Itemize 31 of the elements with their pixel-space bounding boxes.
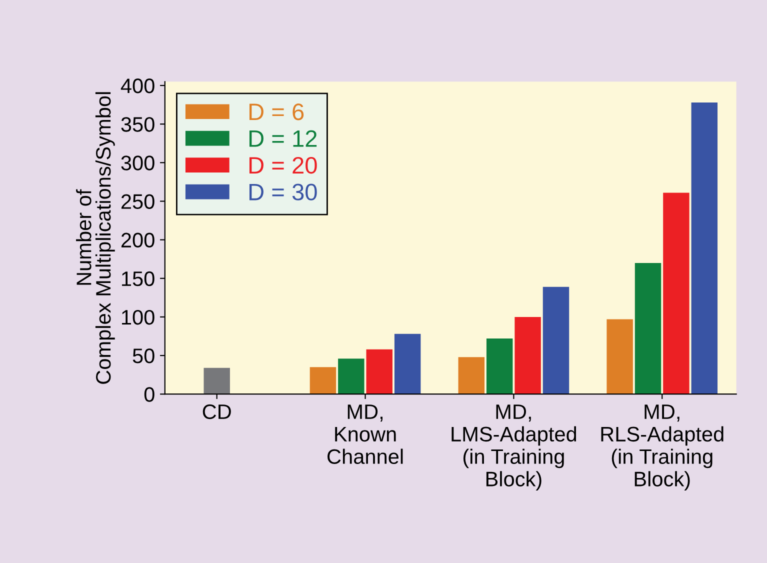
x-tick-label: MD, RLS-Adapted (in Training Block) bbox=[601, 404, 724, 491]
bar bbox=[663, 192, 690, 394]
legend-label: D = 6 bbox=[249, 104, 304, 120]
bar bbox=[514, 316, 541, 394]
bar bbox=[204, 368, 230, 394]
bar bbox=[606, 319, 633, 394]
y-tick-label: 350 bbox=[121, 117, 154, 132]
y-tick-label: 300 bbox=[121, 156, 154, 170]
bar bbox=[366, 349, 392, 394]
bar bbox=[486, 338, 513, 394]
x-tick-label: CD bbox=[202, 404, 231, 420]
y-tick-label: 250 bbox=[121, 194, 154, 209]
bar bbox=[458, 357, 485, 394]
bar bbox=[310, 367, 336, 394]
y-tick-label: 100 bbox=[122, 310, 154, 325]
y-tick-label: 200 bbox=[121, 232, 154, 248]
y-tick-label: 400 bbox=[120, 78, 154, 94]
legend-label: D = 30 bbox=[249, 184, 317, 200]
bar bbox=[338, 358, 364, 394]
bar bbox=[542, 286, 570, 394]
x-tick-label: MD, Known Channel bbox=[328, 404, 403, 464]
bar bbox=[691, 102, 718, 394]
y-tick-label: 50 bbox=[132, 348, 154, 364]
y-axis-title: Number of Complex Multiplications/Symbol bbox=[76, 92, 115, 384]
y-tick-label: 0 bbox=[144, 387, 154, 402]
legend-label: D = 12 bbox=[249, 130, 317, 147]
bar bbox=[394, 334, 421, 394]
bar bbox=[634, 262, 662, 394]
legend-label: D = 20 bbox=[249, 156, 317, 174]
x-tick-label: MD, LMS-Adapted (in Training Block) bbox=[452, 404, 576, 491]
y-tick-label: 150 bbox=[122, 271, 154, 286]
